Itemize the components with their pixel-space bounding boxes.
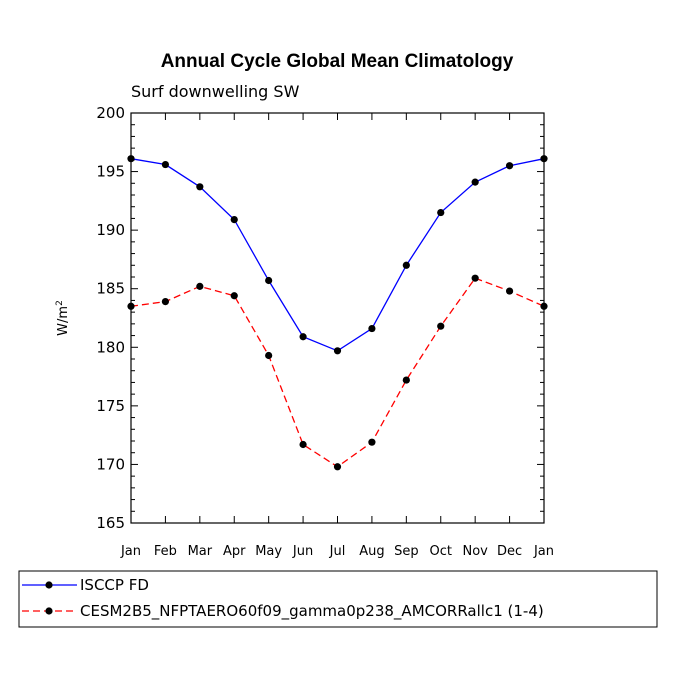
data-point-s1-4 — [265, 351, 273, 360]
data-point-s0-1 — [161, 160, 170, 169]
y-tick-label: 195 — [96, 163, 125, 181]
data-point-s1-1 — [161, 298, 170, 306]
plot-frame — [130, 112, 545, 524]
data-point-s0-12 — [540, 155, 548, 163]
data-point-s1-12 — [540, 302, 548, 310]
x-tick-label: Mar — [188, 544, 213, 559]
data-point-s0-11 — [505, 162, 514, 170]
plot-axes: 165 170 175 180 185 190 195 200 Jan Feb Mar Apr May J… — [96, 104, 554, 559]
data-point-s0-7 — [368, 324, 376, 333]
x-tick-label: Jul — [329, 544, 346, 559]
x-tick-label: Oct — [430, 544, 452, 559]
data-point-s0-2 — [196, 183, 204, 191]
y-tick-label: 200 — [96, 104, 125, 122]
legend: ISCCP FD CESM2B5_NFPTAERO60f09_gamma0p23… — [18, 570, 658, 628]
x-tick-label: Jan — [120, 544, 141, 559]
data-point-s0-4 — [265, 276, 273, 285]
data-point-s0-6 — [333, 347, 342, 355]
y-tick-label: 165 — [96, 514, 125, 532]
data-point-s1-2 — [196, 282, 204, 290]
data-point-s0-10 — [471, 178, 479, 186]
x-tick-label: May — [255, 544, 282, 559]
x-tick-label: Dec — [497, 544, 522, 559]
data-point-s1-11 — [505, 287, 514, 295]
x-tick-label: Jun — [292, 544, 313, 559]
data-point-s0-8 — [402, 261, 410, 269]
chart-title: Annual Cycle Global Mean Climatology — [161, 51, 514, 72]
data-point-s0-0 — [127, 155, 135, 163]
series-line-1 — [130, 277, 545, 468]
legend-marker-isccp — [45, 581, 53, 589]
data-point-s1-6 — [333, 463, 342, 471]
data-point-s1-5 — [299, 440, 307, 449]
y-tick-label: 175 — [96, 397, 125, 415]
data-point-s1-8 — [402, 376, 410, 384]
y-axis-label: W/m2 — [55, 300, 71, 336]
x-tick-label: Feb — [154, 544, 177, 559]
data-point-s1-9 — [437, 322, 445, 330]
x-tick-label: Apr — [223, 544, 246, 559]
data-point-s0-3 — [230, 216, 238, 224]
legend-label-isccp: ISCCP FD — [80, 576, 149, 594]
data-point-s1-10 — [471, 274, 479, 282]
x-tick-label: Jan — [533, 544, 554, 559]
x-tick-label: Nov — [462, 544, 488, 559]
y-tick-label: 170 — [96, 455, 125, 473]
y-tick-label: 185 — [96, 280, 125, 298]
chart-subtitle: Surf downwelling SW — [131, 82, 300, 101]
y-tick-label: 180 — [96, 338, 125, 356]
y-axis-label-superscript: 2 — [55, 300, 65, 306]
data-point-s1-3 — [230, 292, 238, 300]
x-tick-label: Sep — [394, 544, 419, 559]
series-line-0 — [130, 158, 545, 352]
data-point-s0-9 — [437, 208, 445, 217]
x-tick-label: Aug — [359, 544, 384, 559]
y-axis-label-base: W/m — [56, 306, 71, 336]
data-point-s0-5 — [299, 333, 307, 341]
y-tick-label: 190 — [96, 221, 125, 239]
data-point-s1-7 — [368, 438, 376, 446]
series-layer — [127, 155, 548, 471]
legend-box — [18, 570, 658, 628]
legend-marker-cesm — [45, 607, 53, 615]
legend-label-cesm: CESM2B5_NFPTAERO60f09_gamma0p238_AMCORRa… — [80, 602, 544, 621]
data-point-s1-0 — [127, 302, 135, 310]
